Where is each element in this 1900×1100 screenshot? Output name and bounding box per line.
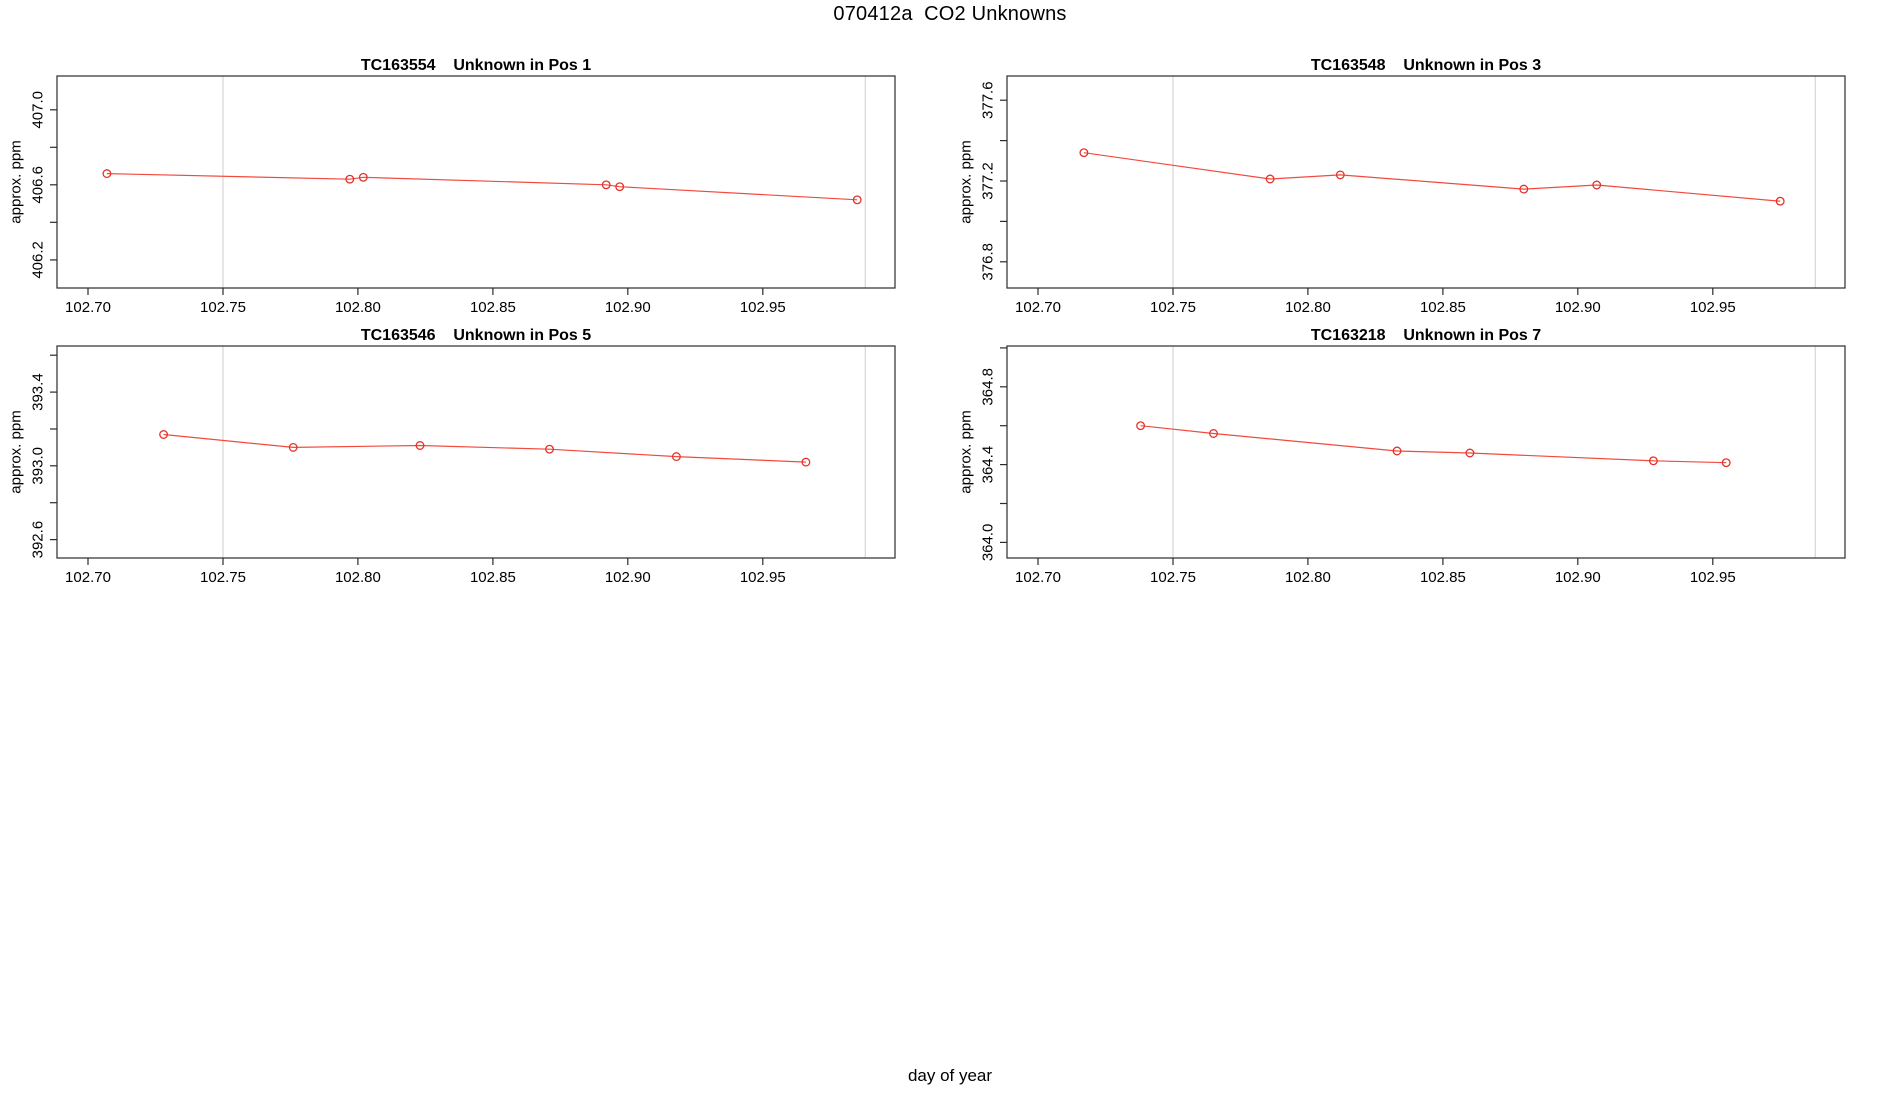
x-tick-label: 102.95 [740,569,786,585]
data-point [1648,456,1658,466]
y-tick-label: 376.8 [980,243,997,281]
data-point [159,430,169,439]
data-point [545,444,554,454]
data-point [1392,446,1402,456]
subplot-title: TC163554 Unknown in Pos 1 [361,57,591,74]
data-line [1140,425,1727,464]
x-tick-label: 102.85 [470,569,516,585]
plot-border [56,345,896,559]
x-tick-label: 102.90 [1555,299,1601,315]
plot-border [1006,75,1846,289]
data-point [415,441,425,450]
data-point [1136,421,1146,431]
data-line [1083,152,1781,202]
x-tick-label: 102.80 [1285,569,1331,585]
data-point [1079,148,1089,158]
x-tick-label: 102.90 [1555,569,1601,585]
subplot-chart-pos-7: 102.70 102.75 102.80 102.85 102.90 102.95 364.… [958,327,1846,586]
x-tick-label: 102.95 [1690,299,1736,315]
x-tick-label: 102.80 [1285,299,1331,315]
page-title: 070412a CO2 Unknowns [833,3,1067,25]
data-point [615,182,625,192]
x-tick-label: 102.85 [470,299,516,315]
data-point [1721,458,1731,468]
data-point [801,457,811,467]
x-tick-label: 102.70 [1015,299,1061,315]
x-tick-label: 102.75 [1150,569,1196,585]
data-point [1775,196,1785,206]
plot-border [1006,345,1846,559]
y-tick-label: 364.4 [980,446,997,484]
subplot-chart-pos-3: 102.70 102.75 102.80 102.85 102.90 102.95 376.… [958,57,1846,316]
x-tick-label: 102.90 [605,299,651,315]
x-tick-label: 102.70 [1015,569,1061,585]
y-tick-label: 377.6 [980,81,997,119]
subplot-title: TC163546 Unknown in Pos 5 [361,327,591,344]
y-axis-label: approx. ppm [958,410,975,493]
y-tick-label: 393.0 [30,447,47,485]
subplot-chart-pos-5: 102.70 102.75 102.80 102.85 102.90 102.95 392.… [8,327,896,586]
data-point [1265,174,1275,184]
data-point [358,172,368,182]
y-tick-label: 406.2 [30,241,47,279]
x-tick-label: 102.95 [740,299,786,315]
x-axis-outer-label: day of year [907,1066,993,1085]
data-point [1335,170,1345,180]
data-point [1519,184,1529,194]
x-tick-label: 102.75 [200,569,246,585]
data-line [106,173,858,201]
plot-border [56,75,896,289]
y-tick-label: 393.4 [30,373,47,411]
x-tick-label: 102.90 [605,569,651,585]
y-axis-label: approx. ppm [8,140,25,223]
y-tick-label: 377.2 [980,162,997,200]
data-point [671,452,681,462]
y-axis-label: approx. ppm [958,140,975,223]
y-tick-label: 392.6 [30,521,47,559]
data-point [1592,180,1602,190]
subplot-chart-pos-1: 102.70 102.75 102.80 102.85 102.90 102.95 406.… [8,57,896,316]
subplot-title: TC163548 Unknown in Pos 3 [1311,57,1541,74]
data-line [163,433,806,463]
x-tick-label: 102.70 [65,299,111,315]
x-tick-label: 102.85 [1420,299,1466,315]
y-tick-label: 406.6 [30,166,47,204]
data-point [1209,429,1218,438]
y-axis-label: approx. ppm [8,410,25,493]
data-point [345,174,355,184]
x-tick-label: 102.75 [1150,299,1196,315]
data-point [102,169,112,179]
x-tick-label: 102.95 [1690,569,1736,585]
data-point [601,180,611,190]
x-tick-label: 102.80 [335,299,381,315]
x-tick-label: 102.70 [65,569,111,585]
x-tick-label: 102.75 [200,299,246,315]
data-point [1465,448,1475,458]
data-point [288,442,298,452]
y-tick-label: 407.0 [30,91,47,129]
x-tick-label: 102.80 [335,569,381,585]
subplot-pos-7: 102.70 102.75 102.80 102.85 102.90 102.95 364.… [950,300,1900,586]
subplot-pos-3: 102.70 102.75 102.80 102.85 102.90 102.95 376.… [950,30,1900,316]
subplot-title: TC163218 Unknown in Pos 7 [1311,327,1541,344]
subplot-pos-1: 102.70 102.75 102.80 102.85 102.90 102.95 406.… [0,30,950,316]
data-point [852,195,862,205]
y-tick-label: 364.8 [980,368,997,406]
x-tick-label: 102.85 [1420,569,1466,585]
y-tick-label: 364.0 [980,524,997,562]
subplot-pos-5: 102.70 102.75 102.80 102.85 102.90 102.95 392.… [0,300,950,586]
